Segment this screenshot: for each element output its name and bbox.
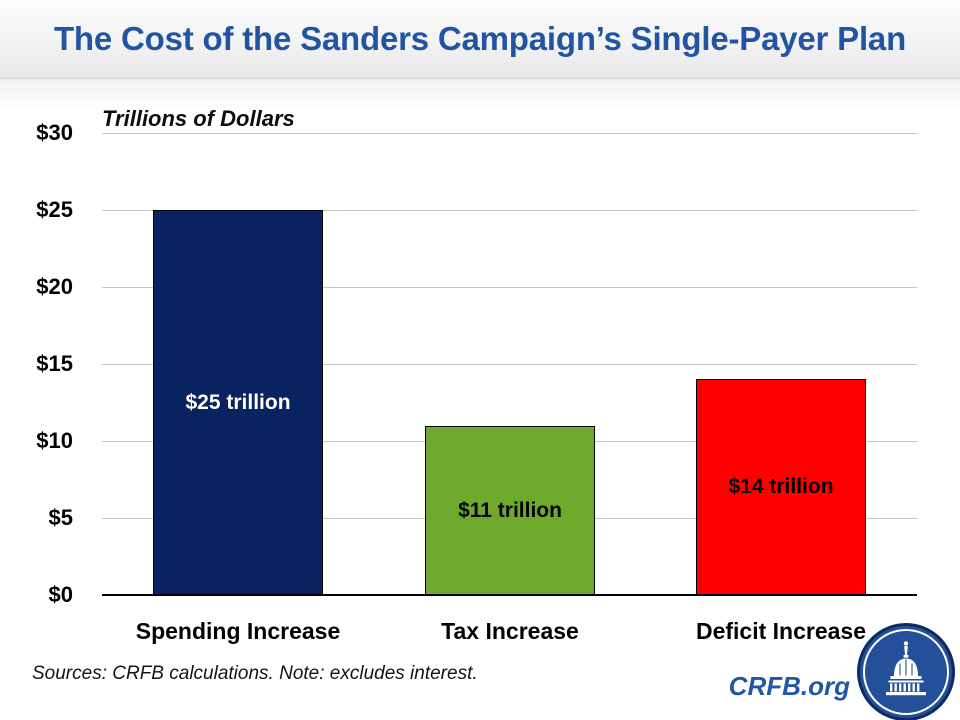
y-tick-label-25: $25 [36, 197, 73, 222]
bar-value-label-deficit-increase: $14 trillion [728, 475, 834, 498]
y-tick-label-30: $30 [36, 120, 73, 145]
bar-spending-increase: $25 trillion [153, 210, 323, 595]
title-band-fade [0, 79, 960, 111]
page-title: The Cost of the Sanders Campaign’s Singl… [53, 20, 907, 57]
x-category-label-deficit-increase: Deficit Increase [695, 618, 867, 644]
y-tick-label-15: $15 [36, 351, 73, 376]
source-note: Sources: CRFB calculations. Note: exclud… [32, 663, 478, 684]
bar-value-label-spending-increase: $25 trillion [185, 390, 291, 414]
gridline-20 [102, 287, 917, 288]
crfb-org-link[interactable]: CRFB.org [728, 671, 850, 701]
gridline-15 [102, 364, 917, 365]
bar-deficit-increase: $14 trillion [696, 379, 866, 595]
y-tick-label-20: $20 [36, 274, 73, 299]
y-tick-label-0: $0 [48, 582, 73, 607]
x-category-label-tax-increase: Tax Increase [441, 618, 579, 644]
y-tick-label-10: $10 [36, 428, 73, 453]
bar-tax-increase: $11 trillion [425, 426, 595, 595]
x-axis-line [102, 594, 917, 596]
bar-value-label-tax-increase: $11 trillion [458, 498, 562, 522]
x-category-label-spending-increase: Spending Increase [135, 618, 341, 644]
title-band: The Cost of the Sanders Campaign’s Singl… [0, 0, 960, 79]
y-tick-label-5: $5 [48, 505, 73, 530]
y-axis-title: Trillions of Dollars [102, 106, 295, 131]
capitol-building-icon [857, 623, 955, 720]
gridline-30 [102, 133, 917, 134]
gridline-25 [102, 210, 917, 211]
